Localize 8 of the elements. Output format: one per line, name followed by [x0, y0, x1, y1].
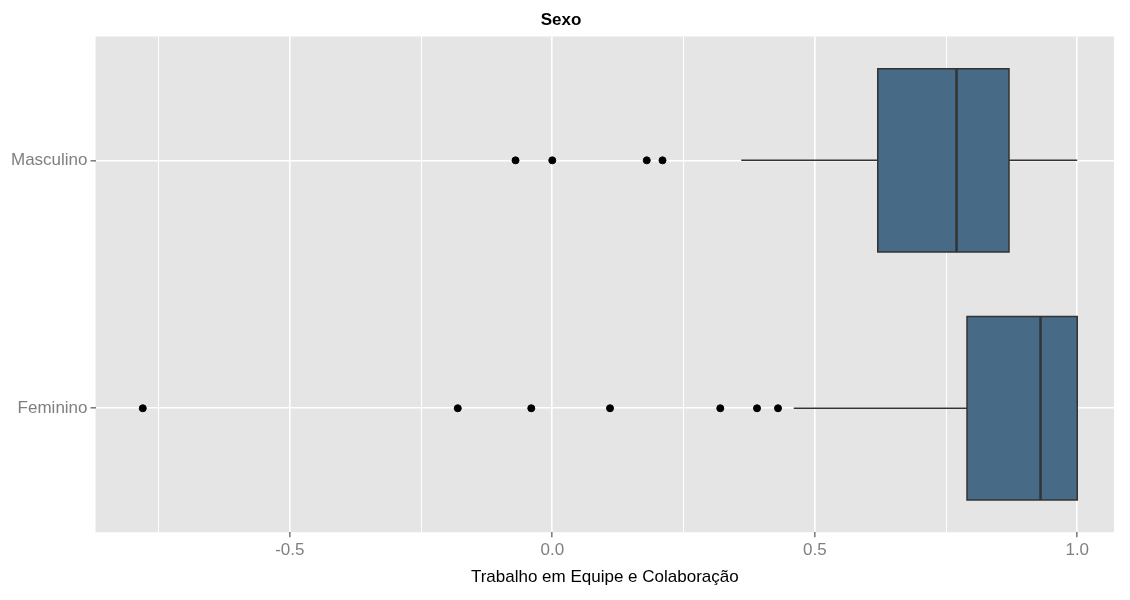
x-tick-label: 1.0 [1065, 540, 1090, 560]
chart-title: Sexo [540, 9, 582, 29]
x-axis-title: Trabalho em Equipe e Colaboração [470, 567, 739, 587]
y-tick-label: Feminino [17, 397, 88, 417]
x-tick-label: 0.5 [802, 540, 827, 560]
y-tick-label: Masculino [10, 150, 88, 170]
x-tick-label: -0.5 [275, 540, 305, 560]
x-tick-label: 0.0 [540, 540, 565, 560]
